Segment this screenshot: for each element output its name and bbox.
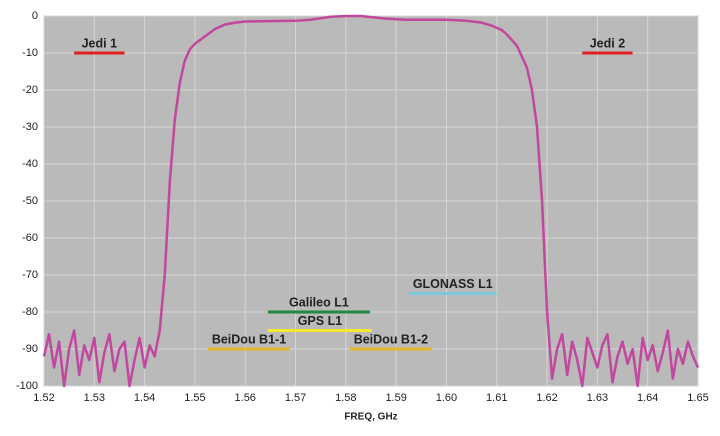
x-tick-label: 1.65 bbox=[687, 392, 708, 404]
x-tick-label: 1.56 bbox=[235, 392, 256, 404]
band-label: GPS L1 bbox=[298, 314, 343, 328]
x-tick-label: 1.64 bbox=[637, 392, 658, 404]
data-line bbox=[42, 14, 700, 388]
y-tick-label: 0 bbox=[32, 10, 38, 22]
y-tick-label: -100 bbox=[16, 380, 38, 392]
x-tick-label: 1.62 bbox=[536, 392, 557, 404]
band-label: Galileo L1 bbox=[289, 295, 349, 309]
band-label: Jedi 2 bbox=[590, 36, 625, 50]
y-tick-label: -90 bbox=[22, 343, 38, 355]
y-tick-label: -30 bbox=[22, 121, 38, 133]
y-tick-label: -40 bbox=[22, 158, 38, 170]
band-label: GLONASS L1 bbox=[413, 277, 493, 291]
x-axis-label: FREQ, GHz bbox=[344, 412, 397, 423]
x-tick-label: 1.60 bbox=[436, 392, 457, 404]
x-tick-label: 1.57 bbox=[285, 392, 306, 404]
y-tick-label: -20 bbox=[22, 84, 38, 96]
y-tick-label: -10 bbox=[22, 47, 38, 59]
y-tick-label: -50 bbox=[22, 195, 38, 207]
x-tick-label: 1.55 bbox=[184, 392, 205, 404]
x-tick-label: 1.63 bbox=[587, 392, 608, 404]
band-label: BeiDou B1-1 bbox=[212, 332, 286, 346]
x-tick-label: 1.53 bbox=[84, 392, 105, 404]
x-tick-label: 1.59 bbox=[385, 392, 406, 404]
band-label: BeiDou B1-2 bbox=[354, 332, 428, 346]
band-label: Jedi 1 bbox=[82, 36, 117, 50]
y-tick-label: -80 bbox=[22, 306, 38, 318]
x-tick-label: 1.54 bbox=[134, 392, 155, 404]
x-tick-label: 1.52 bbox=[33, 392, 54, 404]
x-tick-label: 1.58 bbox=[335, 392, 356, 404]
y-tick-label: -60 bbox=[22, 232, 38, 244]
x-tick-label: 1.61 bbox=[486, 392, 507, 404]
y-tick-label: -70 bbox=[22, 269, 38, 281]
